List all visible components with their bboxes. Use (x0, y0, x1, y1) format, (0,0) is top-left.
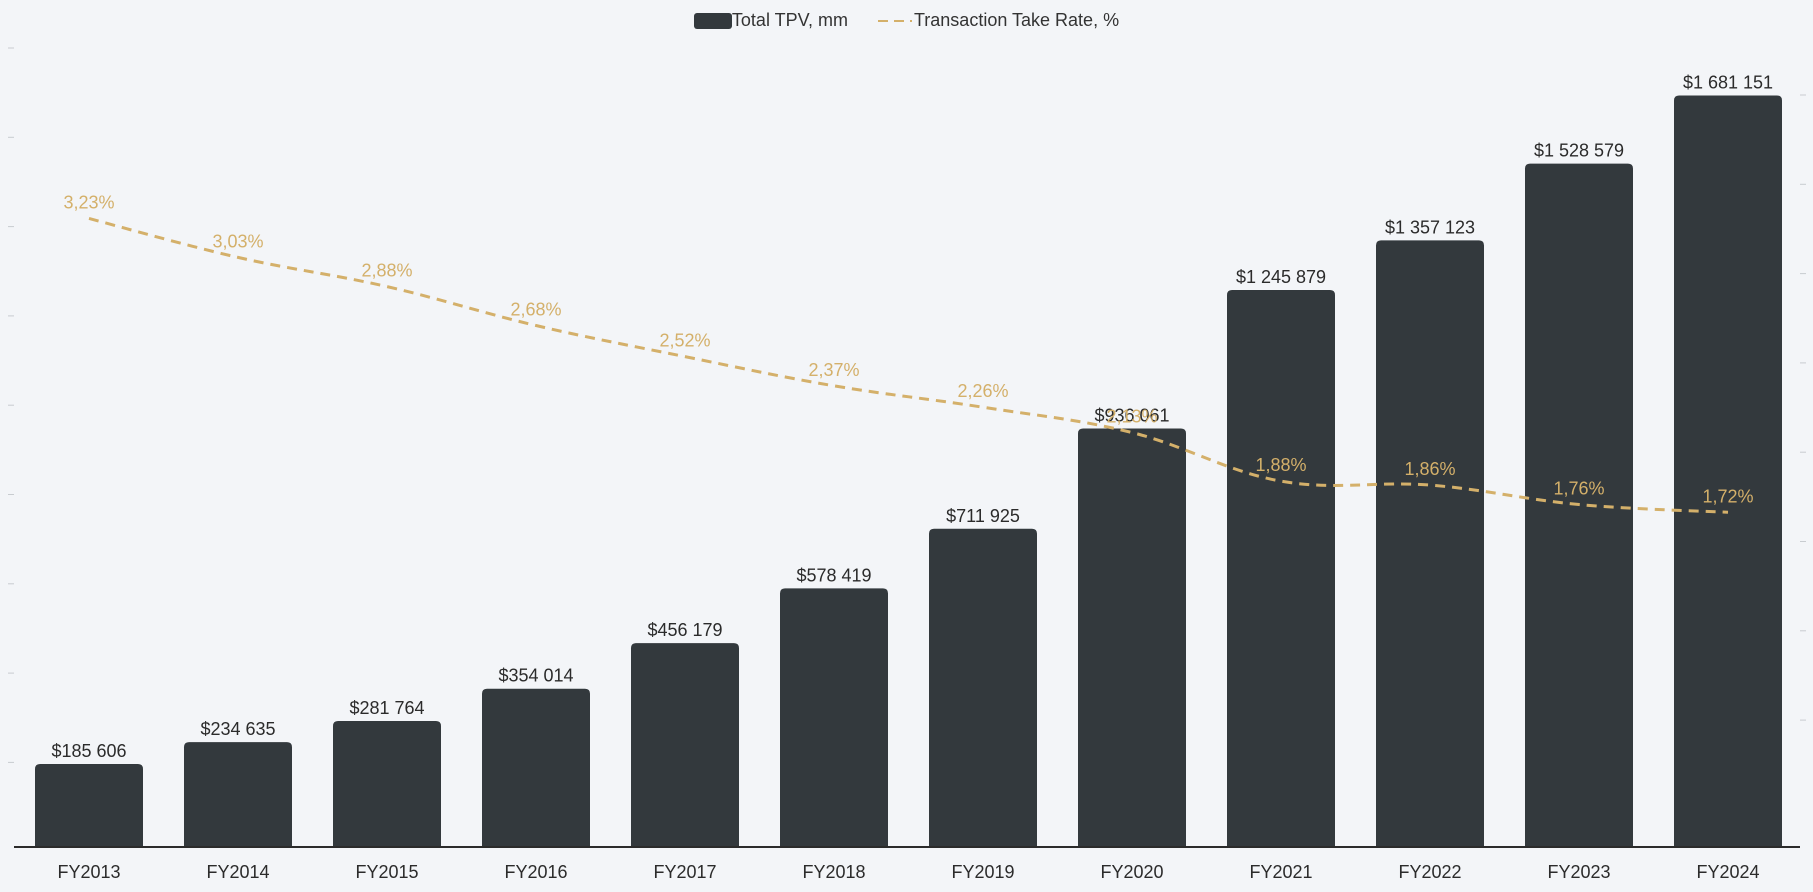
x-tick-label: FY2019 (951, 862, 1014, 882)
take-rate-label: 3,03% (212, 231, 263, 251)
bar-fy2018 (780, 588, 888, 847)
x-tick-label: FY2016 (504, 862, 567, 882)
bar-value-label: $1 245 879 (1236, 267, 1326, 287)
legend-swatch-tpv (693, 12, 732, 29)
x-tick-label: FY2018 (802, 862, 865, 882)
bar-value-label: $711 925 (946, 506, 1020, 526)
x-tick-label: FY2023 (1547, 862, 1610, 882)
x-tick-label: FY2022 (1398, 862, 1461, 882)
legend: Total TPV, mm Transaction Take Rate, % (0, 10, 1813, 31)
take-rate-label: 2,68% (510, 300, 561, 320)
bar-value-label: $1 528 579 (1534, 141, 1624, 161)
bar-value-label: $456 179 (647, 620, 722, 640)
bar-value-label: $234 635 (200, 719, 275, 739)
x-tick-label: FY2014 (206, 862, 269, 882)
bar-fy2020 (1078, 428, 1186, 847)
bar-fy2024 (1674, 95, 1782, 848)
x-tick-label: FY2024 (1696, 862, 1759, 882)
bar-fy2017 (631, 643, 739, 847)
bar-fy2013 (35, 764, 143, 847)
legend-item-take-rate[interactable]: Transaction Take Rate, % (877, 10, 1120, 31)
bar-fy2021 (1227, 290, 1335, 847)
legend-label-take-rate: Transaction Take Rate, % (913, 10, 1120, 30)
x-tick-label: FY2017 (653, 862, 716, 882)
take-rate-label: 1,76% (1553, 479, 1604, 499)
bar-value-label: $354 014 (498, 666, 573, 686)
bar-value-label: $281 764 (349, 698, 424, 718)
legend-item-tpv[interactable]: Total TPV, mm (693, 10, 848, 31)
bar-value-label: $578 419 (796, 565, 871, 585)
x-tick-label: FY2015 (355, 862, 418, 882)
legend-swatch-take-rate (877, 19, 912, 22)
take-rate-label: 1,72% (1702, 486, 1753, 506)
x-tick-label: FY2013 (57, 862, 120, 882)
x-tick-label: FY2020 (1100, 862, 1163, 882)
bar-value-label: $1 681 151 (1683, 72, 1773, 92)
take-rate-label: 2,88% (361, 261, 412, 281)
bar-value-label: $936 061 (1094, 406, 1169, 426)
take-rate-label: 2,37% (808, 360, 859, 380)
take-rate-label: 3,23% (63, 192, 114, 212)
take-rate-label: 2,26% (957, 381, 1008, 401)
take-rate-label: 1,86% (1404, 459, 1455, 479)
bar-value-label: $185 606 (51, 741, 126, 761)
take-rate-label: 2,52% (659, 331, 710, 351)
x-tick-label: FY2021 (1249, 862, 1312, 882)
bar-fy2022 (1376, 240, 1484, 847)
bar-fy2016 (482, 688, 590, 847)
take-rate-label: 2,13% (1106, 407, 1157, 427)
bar-fy2015 (333, 721, 441, 847)
bar-value-label: $1 357 123 (1385, 217, 1475, 237)
legend-label-tpv: Total TPV, mm (731, 10, 848, 30)
take-rate-label: 1,88% (1255, 455, 1306, 475)
bar-fy2019 (929, 528, 1037, 847)
bar-fy2014 (184, 742, 292, 847)
take-rate-line (88, 217, 1729, 514)
